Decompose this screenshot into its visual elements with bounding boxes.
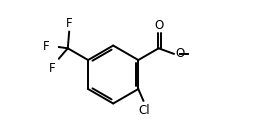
Text: O: O — [154, 19, 163, 32]
Text: F: F — [66, 17, 72, 30]
Text: F: F — [42, 40, 49, 53]
Text: O: O — [175, 47, 184, 60]
Text: Cl: Cl — [139, 104, 150, 117]
Text: F: F — [49, 62, 55, 75]
